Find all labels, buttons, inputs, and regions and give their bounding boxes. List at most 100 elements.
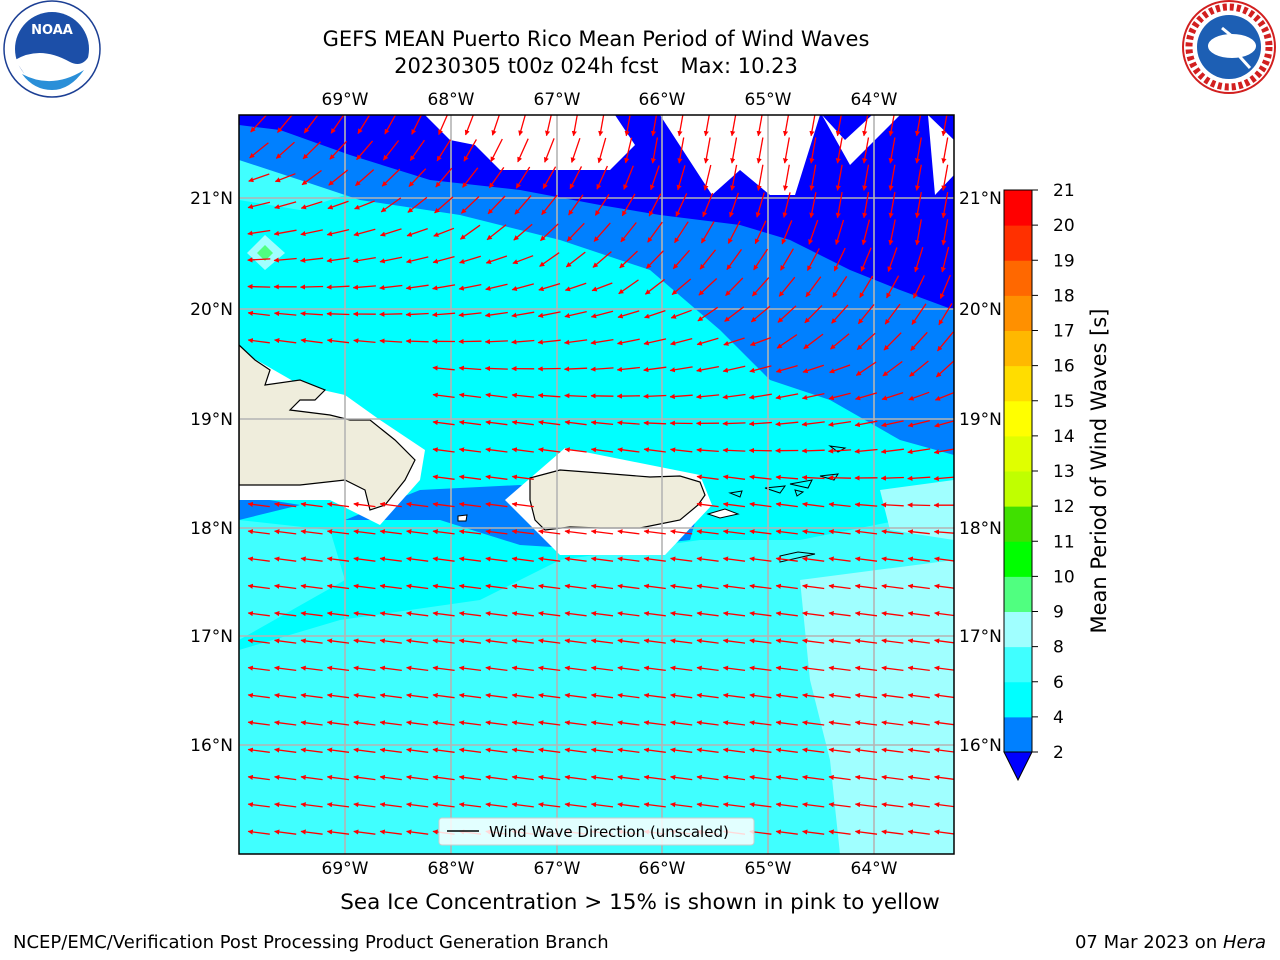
wave-direction-arrow xyxy=(643,529,666,535)
wave-direction-arrow xyxy=(616,366,640,372)
wave-direction-arrow xyxy=(617,802,640,808)
wave-direction-arrow xyxy=(247,829,270,835)
wave-direction-arrow xyxy=(379,529,402,535)
wave-direction-arrow xyxy=(775,529,798,535)
colorbar-tick-label: 20 xyxy=(1053,216,1075,236)
wave-direction-arrow xyxy=(828,392,851,401)
wave-direction-arrow xyxy=(405,338,429,344)
wave-direction-arrow xyxy=(828,611,851,617)
wave-direction-arrow xyxy=(696,556,719,562)
wave-direction-arrow xyxy=(643,366,667,373)
wave-direction-arrow xyxy=(487,195,506,215)
wave-direction-arrow xyxy=(564,802,587,808)
period-fill-9-10-spot xyxy=(257,245,273,261)
wave-direction-arrow xyxy=(458,529,482,535)
wave-direction-arrow xyxy=(458,556,482,562)
wave-direction-arrow xyxy=(617,310,640,319)
wave-direction-arrow xyxy=(619,250,638,269)
wave-direction-arrow xyxy=(934,692,954,699)
wave-direction-arrow xyxy=(646,250,664,269)
wave-direction-arrow xyxy=(696,365,720,373)
wave-direction-arrow xyxy=(248,173,270,183)
wave-direction-arrow xyxy=(881,802,904,808)
wave-direction-arrow xyxy=(907,802,930,808)
wave-direction-arrow xyxy=(749,474,772,480)
wave-direction-arrow xyxy=(722,692,746,699)
colorbar-segment xyxy=(1004,190,1032,226)
wave-direction-arrow xyxy=(514,195,532,215)
wave-direction-arrow xyxy=(696,692,719,699)
colorbar-tick-label: 4 xyxy=(1053,708,1064,728)
wave-direction-arrow xyxy=(698,278,718,296)
wave-direction-arrow xyxy=(511,447,534,453)
wave-direction-arrow xyxy=(888,191,896,219)
lon-label: 68°W xyxy=(428,859,475,879)
wave-direction-arrow xyxy=(564,447,587,453)
wave-direction-arrow xyxy=(541,194,558,216)
wave-direction-arrow xyxy=(940,246,950,273)
wave-direction-arrow xyxy=(756,115,763,137)
colorbar-tick-label: 21 xyxy=(1053,181,1075,201)
wave-direction-arrow xyxy=(326,638,350,644)
wave-direction-arrow xyxy=(722,420,746,427)
wave-direction-arrow xyxy=(511,501,534,508)
wave-direction-arrow xyxy=(596,165,608,190)
wave-direction-arrow xyxy=(648,193,662,217)
wave-direction-arrow xyxy=(485,802,508,808)
wave-direction-arrow xyxy=(934,420,954,428)
wave-direction-arrow xyxy=(696,474,719,480)
wave-direction-arrow xyxy=(458,747,482,753)
wave-direction-arrow xyxy=(854,720,878,726)
wave-direction-arrow xyxy=(941,191,949,219)
wave-direction-arrow xyxy=(828,583,851,590)
wave-direction-arrow xyxy=(907,502,931,508)
wave-direction-arrow xyxy=(353,802,376,808)
wave-direction-arrow xyxy=(722,583,746,590)
wave-direction-arrow xyxy=(250,115,268,133)
wave-direction-arrow xyxy=(590,611,614,617)
wave-direction-arrow xyxy=(485,774,508,781)
wave-direction-arrow xyxy=(432,474,455,480)
wave-direction-arrow xyxy=(300,829,323,835)
lon-label: 64°W xyxy=(851,90,898,110)
wave-direction-arrow xyxy=(775,720,798,726)
wave-direction-arrow xyxy=(703,115,710,137)
virgin-islands xyxy=(764,473,840,497)
wave-direction-arrow xyxy=(564,611,587,617)
wave-direction-arrow xyxy=(590,802,614,808)
wave-direction-arrow xyxy=(617,720,640,726)
wave-direction-arrow xyxy=(831,304,849,324)
lon-label: 65°W xyxy=(745,90,792,110)
wave-direction-arrow xyxy=(545,115,552,137)
nodata-north-4 xyxy=(928,115,954,195)
wave-direction-arrow xyxy=(563,339,588,345)
wave-direction-arrow xyxy=(941,219,949,246)
wave-direction-arrow xyxy=(406,720,429,726)
lat-label: 17°N xyxy=(190,627,233,647)
wave-direction-arrow xyxy=(861,219,871,246)
wave-direction-arrow xyxy=(862,164,870,191)
nws-logo-icon xyxy=(1182,0,1276,94)
wave-direction-arrow xyxy=(277,115,293,133)
wave-direction-arrow xyxy=(617,447,640,453)
wave-direction-arrow xyxy=(934,665,954,671)
wave-direction-arrow xyxy=(564,419,587,426)
wave-direction-arrow xyxy=(643,583,666,590)
wave-direction-arrow xyxy=(643,720,666,726)
wave-direction-arrow xyxy=(914,137,922,164)
wave-direction-arrow xyxy=(935,360,954,378)
wave-direction-arrow xyxy=(273,257,297,263)
wave-direction-arrow xyxy=(485,501,508,508)
wave-direction-arrow xyxy=(854,802,878,808)
wave-direction-arrow xyxy=(802,692,825,699)
wave-direction-arrow xyxy=(854,611,878,617)
wave-direction-arrow xyxy=(828,475,852,481)
wave-direction-arrow xyxy=(274,173,296,183)
wave-direction-arrow xyxy=(432,665,455,672)
wave-direction-arrow xyxy=(749,774,772,781)
wave-direction-arrow xyxy=(700,221,715,244)
wave-direction-arrow xyxy=(564,665,587,672)
wave-direction-arrow xyxy=(406,227,428,237)
wave-direction-arrow xyxy=(907,720,930,726)
wave-direction-arrow xyxy=(696,720,719,726)
